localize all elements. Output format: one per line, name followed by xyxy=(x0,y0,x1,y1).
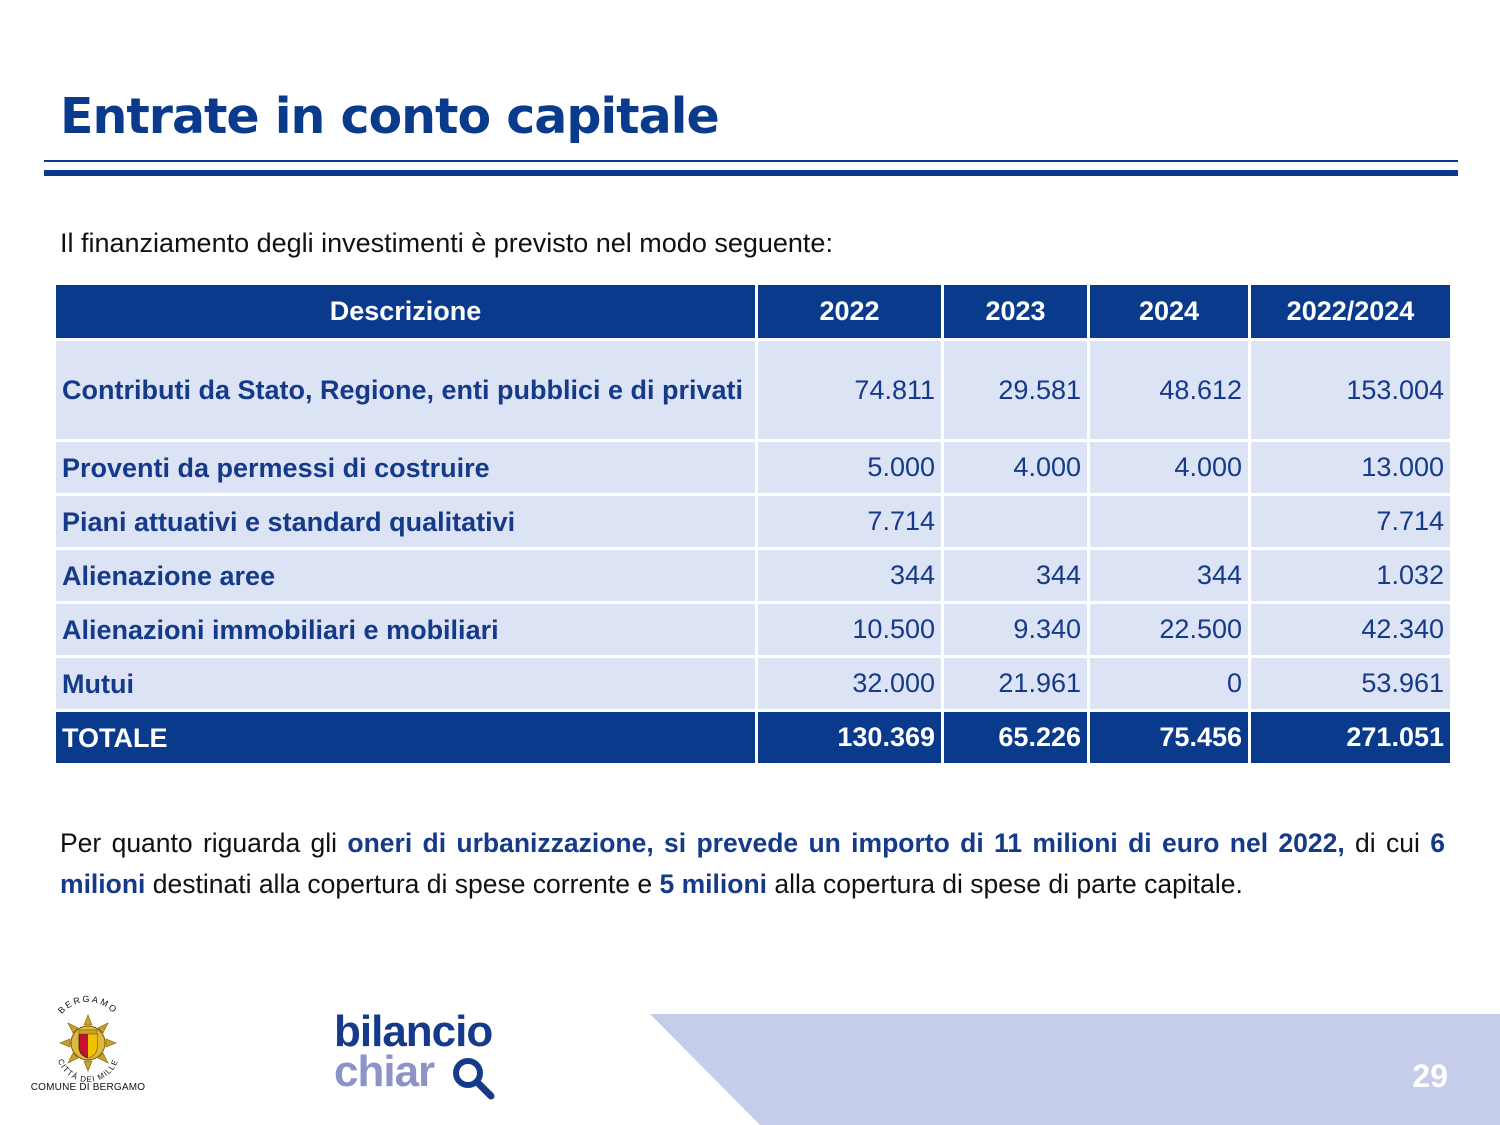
cell-2022: 10.500 xyxy=(755,601,944,658)
note-text: destinati alla copertura di spese corren… xyxy=(145,869,660,899)
note-text: Per quanto riguarda gli xyxy=(60,828,348,858)
cell-2022: 74.811 xyxy=(755,338,944,442)
cell-2024: 22.500 xyxy=(1087,601,1251,658)
header-2024: 2024 xyxy=(1087,282,1251,341)
title-divider-thin xyxy=(44,160,1458,162)
cell-2024 xyxy=(1087,493,1251,550)
cell-2023: 29.581 xyxy=(941,338,1090,442)
table-total-row: TOTALE 130.369 65.226 75.456 271.051 xyxy=(53,709,1453,766)
cell-2022: 7.714 xyxy=(755,493,944,550)
header-2022: 2022 xyxy=(755,282,944,341)
cell-total: 1.032 xyxy=(1248,547,1453,604)
cell-2024: 344 xyxy=(1087,547,1251,604)
row-description: Piani attuativi e standard qualitativi xyxy=(53,493,758,550)
table-row: Proventi da permessi di costruire 5.000 … xyxy=(53,439,1453,496)
cell-2023: 344 xyxy=(941,547,1090,604)
emblem-top-text: BERGAMO xyxy=(56,994,118,1016)
urbanization-note: Per quanto riguarda gli oneri di urbaniz… xyxy=(60,823,1445,905)
table-header-row: Descrizione 2022 2023 2024 2022/2024 xyxy=(53,282,1453,341)
intro-text: Il finanziamento degli investimenti è pr… xyxy=(60,228,833,258)
note-highlight: 5 milioni xyxy=(659,869,768,899)
cell-2022: 5.000 xyxy=(755,439,944,496)
cell-2023: 4.000 xyxy=(941,439,1090,496)
row-description: Mutui xyxy=(53,655,758,712)
comune-label: COMUNE DI BERGAMO xyxy=(30,1082,146,1093)
total-2022-2024: 271.051 xyxy=(1248,709,1453,766)
total-2023: 65.226 xyxy=(941,709,1090,766)
row-description: Proventi da permessi di costruire xyxy=(53,439,758,496)
note-highlight: 6 milioni xyxy=(60,828,1445,899)
row-description: Alienazioni immobiliari e mobiliari xyxy=(53,601,758,658)
cell-2023: 9.340 xyxy=(941,601,1090,658)
total-label: TOTALE xyxy=(53,709,758,766)
total-2022: 130.369 xyxy=(755,709,944,766)
cell-total: 42.340 xyxy=(1248,601,1453,658)
brand-line1: bilancio xyxy=(334,1007,493,1056)
row-description: Contributi da Stato, Regione, enti pubbl… xyxy=(53,338,758,442)
cell-total: 53.961 xyxy=(1248,655,1453,712)
brand-line2: chiar xyxy=(334,1047,435,1096)
total-2024: 75.456 xyxy=(1087,709,1251,766)
page-number: 29 xyxy=(1412,1058,1448,1094)
footer-band xyxy=(650,1014,1500,1125)
table-row: Piani attuativi e standard qualitativi 7… xyxy=(53,493,1453,550)
table-row: Mutui 32.000 21.961 0 53.961 xyxy=(53,655,1453,712)
note-text: di cui xyxy=(1344,828,1431,858)
cell-total: 13.000 xyxy=(1248,439,1453,496)
magnifier-icon xyxy=(453,1058,495,1100)
table-row: Alienazione aree 344 344 344 1.032 xyxy=(53,547,1453,604)
bilancio-chiaro-logo: bilancio chiar xyxy=(334,1008,554,1108)
header-2023: 2023 xyxy=(941,282,1090,341)
title-divider-thick xyxy=(44,170,1458,176)
cell-total: 7.714 xyxy=(1248,493,1453,550)
cell-2024: 48.612 xyxy=(1087,338,1251,442)
header-2022-2024: 2022/2024 xyxy=(1248,282,1453,341)
cell-total: 153.004 xyxy=(1248,338,1453,442)
cell-2023 xyxy=(941,493,1090,550)
svg-text:BERGAMO: BERGAMO xyxy=(56,994,120,1016)
cell-2024: 4.000 xyxy=(1087,439,1251,496)
cell-2022: 32.000 xyxy=(755,655,944,712)
row-description: Alienazione aree xyxy=(53,547,758,604)
financing-table: Descrizione 2022 2023 2024 2022/2024 Con… xyxy=(53,282,1453,766)
page-title: Entrate in conto capitale xyxy=(60,88,720,145)
city-emblem-icon: BERGAMO CITTÀ DEI MILLE xyxy=(56,994,120,1084)
table-row: Alienazioni immobiliari e mobiliari 10.5… xyxy=(53,601,1453,658)
cell-2024: 0 xyxy=(1087,655,1251,712)
header-description: Descrizione xyxy=(53,282,758,341)
note-highlight: oneri di urbanizzazione, si prevede un i… xyxy=(347,828,1345,858)
note-text: alla copertura di spese di parte capital… xyxy=(767,869,1243,899)
table-row: Contributi da Stato, Regione, enti pubbl… xyxy=(53,338,1453,442)
cell-2022: 344 xyxy=(755,547,944,604)
cell-2023: 21.961 xyxy=(941,655,1090,712)
